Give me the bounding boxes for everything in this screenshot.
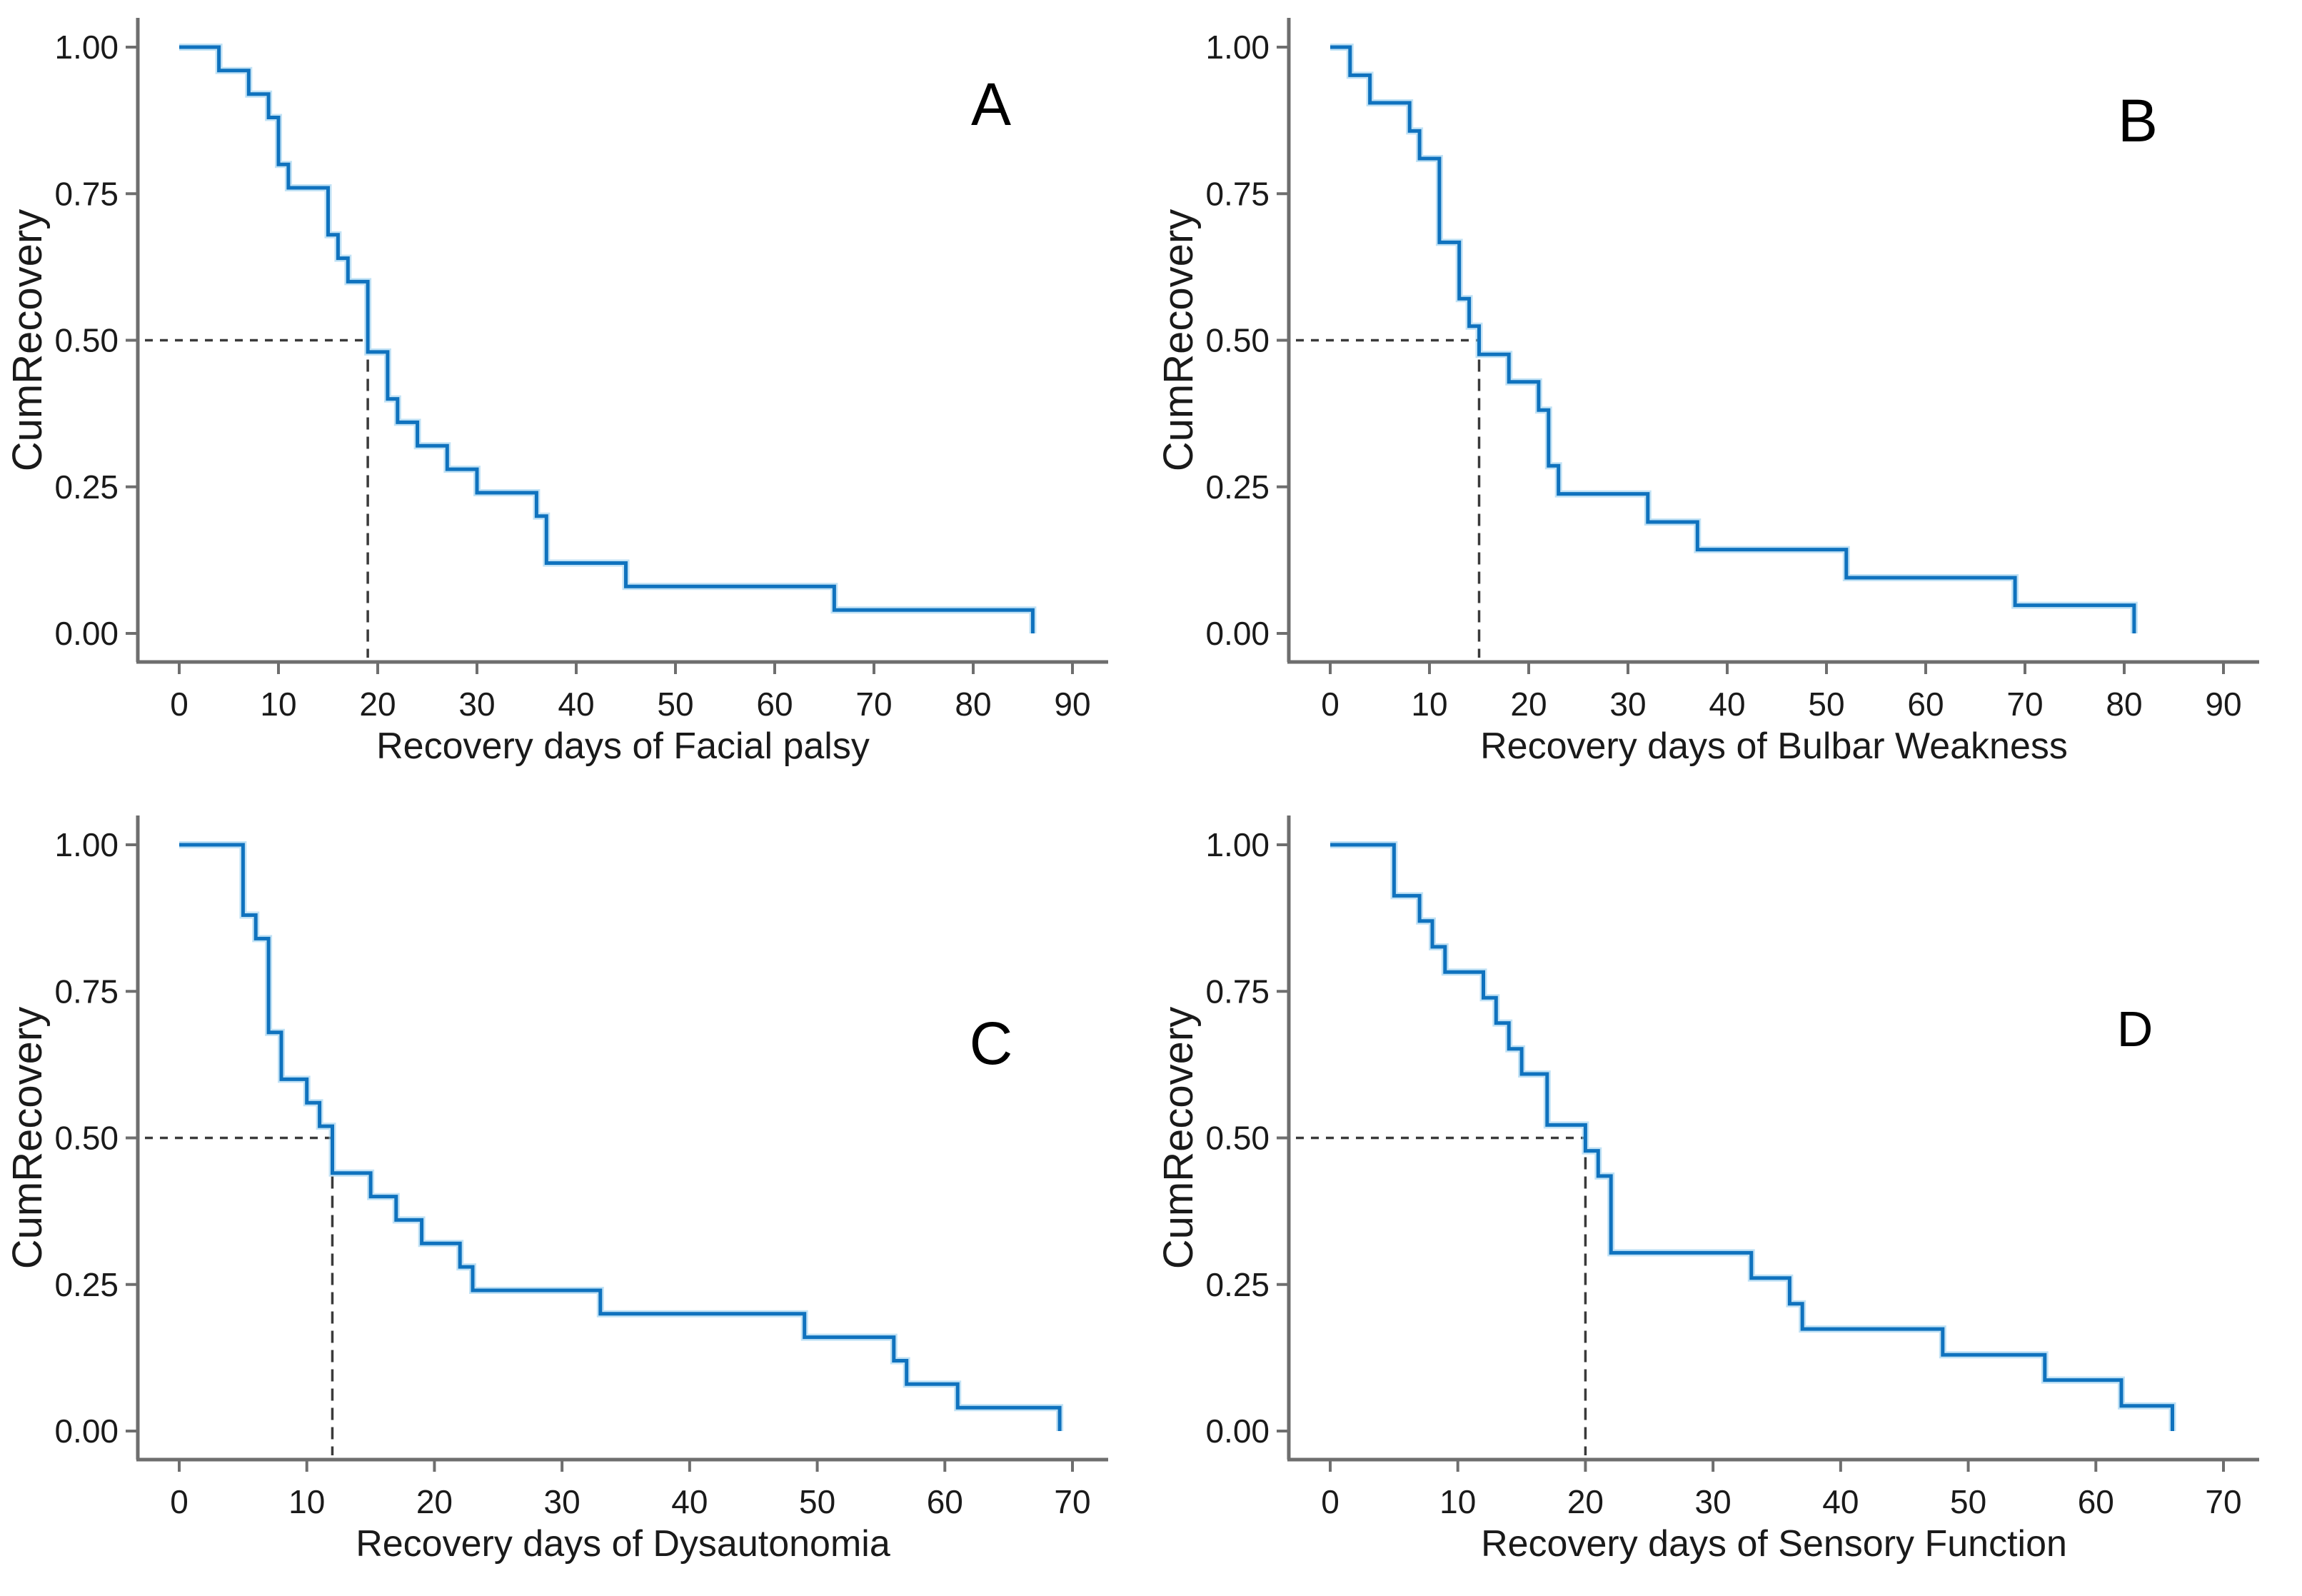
- x-tick-label: 30: [458, 686, 495, 723]
- x-tick-label: 30: [544, 1483, 580, 1520]
- x-tick-label: 10: [260, 686, 296, 723]
- x-tick-label: 20: [416, 1483, 453, 1520]
- x-tick-label: 90: [2205, 686, 2241, 723]
- y-tick-label: 0.00: [54, 1412, 119, 1450]
- x-tick-label: 40: [671, 1483, 708, 1520]
- y-axis-title: CumRecovery: [4, 1007, 51, 1269]
- panel-a: 1.00 0.75 0.50 0.25 0.00 0 10 20 30 40 50 60 70 80 90 R…: [0, 0, 1151, 798]
- x-tick-label: 60: [2078, 1483, 2114, 1520]
- x-tick-label: 10: [1439, 1483, 1476, 1520]
- x-tick-label: 20: [359, 686, 396, 723]
- y-tick-label: 0.75: [54, 973, 119, 1010]
- y-tick-label: 0.50: [54, 1120, 119, 1157]
- x-axis-title: Recovery days of Dysautonomia: [356, 1523, 890, 1565]
- step-curve-halo: [179, 44, 1037, 633]
- y-tick-label: 1.00: [1205, 29, 1270, 66]
- x-tick-label: 10: [1411, 686, 1447, 723]
- step-curve: [179, 843, 1062, 1431]
- x-tick-label: 20: [1567, 1483, 1604, 1520]
- x-tick-label: 10: [288, 1483, 325, 1520]
- x-tick-label: 50: [1808, 686, 1844, 723]
- panel-letter: D: [2117, 1001, 2153, 1057]
- x-tick-label: 0: [170, 1483, 189, 1520]
- panel-b-chart: 1.00 0.75 0.50 0.25 0.00 0 10 20 30 40 50 60 70 80 90 R…: [1155, 18, 2259, 767]
- panel-c: 1.00 0.75 0.50 0.25 0.00 0 10 20 30 40 50 60 70 Recov…: [0, 798, 1151, 1596]
- y-axis-title: CumRecovery: [1155, 209, 1202, 471]
- x-tick-label: 30: [1609, 686, 1646, 723]
- x-tick-label: 70: [1054, 1483, 1090, 1520]
- x-tick-label: 50: [1950, 1483, 1986, 1520]
- y-tick-label: 1.00: [1205, 826, 1270, 863]
- y-tick-label: 0.75: [1205, 973, 1270, 1010]
- y-tick-label: 0.75: [1205, 175, 1270, 212]
- x-tick-label: 50: [799, 1483, 835, 1520]
- y-tick-label: 0.50: [1205, 1120, 1270, 1157]
- panel-a-chart: 1.00 0.75 0.50 0.25 0.00 0 10 20 30 40 50 60 70 80 90 R…: [4, 18, 1108, 767]
- x-tick-label: 0: [170, 686, 189, 723]
- x-tick-label: 20: [1510, 686, 1547, 723]
- x-tick-label: 40: [1822, 1483, 1859, 1520]
- x-tick-label: 40: [558, 686, 594, 723]
- x-tick-label: 0: [1321, 686, 1340, 723]
- x-tick-label: 60: [756, 686, 793, 723]
- step-curve: [1330, 45, 2136, 633]
- x-tick-label: 60: [1907, 686, 1944, 723]
- y-tick-label: 0.00: [1205, 1412, 1270, 1450]
- x-tick-label: 60: [927, 1483, 963, 1520]
- x-tick-label: 80: [955, 686, 991, 723]
- panel-d: 1.00 0.75 0.50 0.25 0.00 0 10 20 30 40 50 60 70 Recov…: [1151, 798, 2302, 1596]
- x-axis-title: Recovery days of Bulbar Weakness: [1480, 726, 2068, 767]
- x-tick-label: 70: [855, 686, 892, 723]
- panel-b: 1.00 0.75 0.50 0.25 0.00 0 10 20 30 40 50 60 70 80 90 R…: [1151, 0, 2302, 798]
- x-tick-label: 70: [2006, 686, 2043, 723]
- step-curve-halo: [1330, 841, 2176, 1431]
- y-tick-label: 0.50: [1205, 322, 1270, 359]
- panel-letter: C: [970, 1010, 1013, 1077]
- step-curve: [179, 45, 1035, 633]
- x-tick-label: 90: [1054, 686, 1090, 723]
- x-axis-title: Recovery days of Sensory Function: [1481, 1523, 2067, 1565]
- panel-c-chart: 1.00 0.75 0.50 0.25 0.00 0 10 20 30 40 50 60 70 Recov…: [4, 815, 1108, 1565]
- y-tick-label: 0.25: [54, 1266, 119, 1303]
- panel-letter: A: [971, 71, 1011, 138]
- y-tick-label: 1.00: [54, 826, 119, 863]
- y-axis-title: CumRecovery: [1155, 1007, 1202, 1269]
- step-curve: [1330, 843, 2174, 1431]
- x-axis-title: Recovery days of Facial palsy: [376, 726, 870, 767]
- x-tick-label: 30: [1695, 1483, 1731, 1520]
- x-tick-label: 80: [2106, 686, 2142, 723]
- panel-d-chart: 1.00 0.75 0.50 0.25 0.00 0 10 20 30 40 50 60 70 Recov…: [1155, 815, 2259, 1565]
- y-tick-label: 0.75: [54, 175, 119, 212]
- y-tick-label: 0.25: [1205, 468, 1270, 506]
- x-tick-label: 50: [657, 686, 693, 723]
- x-tick-label: 70: [2205, 1483, 2241, 1520]
- y-tick-label: 0.00: [54, 615, 119, 652]
- y-tick-label: 0.00: [1205, 615, 1270, 652]
- x-tick-label: 0: [1321, 1483, 1340, 1520]
- x-tick-label: 40: [1709, 686, 1745, 723]
- y-tick-label: 0.25: [1205, 1266, 1270, 1303]
- y-tick-label: 1.00: [54, 29, 119, 66]
- y-tick-label: 0.25: [54, 468, 119, 506]
- y-axis-title: CumRecovery: [4, 209, 51, 471]
- panel-letter: B: [2118, 87, 2158, 154]
- y-tick-label: 0.50: [54, 322, 119, 359]
